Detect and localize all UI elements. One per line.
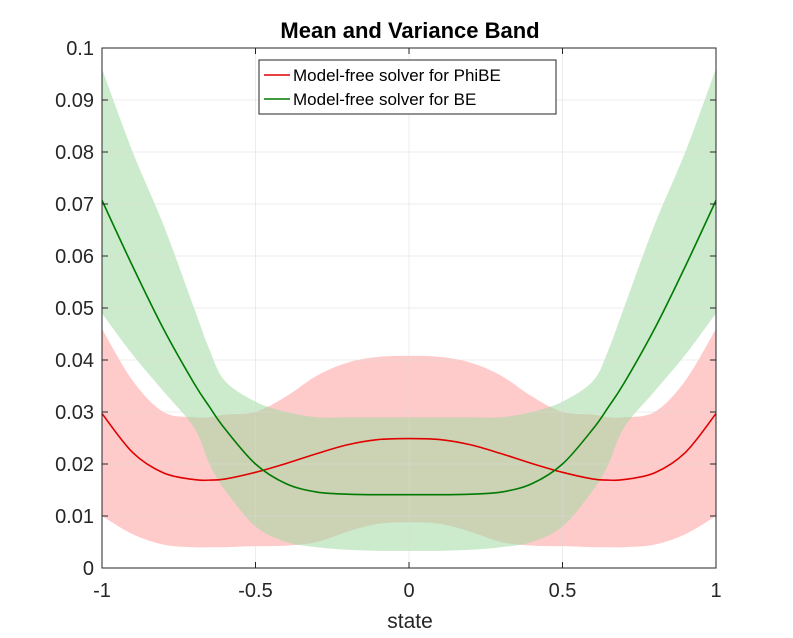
y-tick-label: 0.04 [55, 350, 94, 372]
mean-line-phibe [101, 413, 717, 482]
y-tick-label: 0.05 [55, 298, 94, 320]
x-tick-label: 0 [403, 580, 414, 602]
y-tick-label: 0.08 [55, 142, 94, 164]
mean-lines [101, 200, 717, 496]
y-tick-label: 0.01 [55, 506, 94, 528]
y-tick-label: 0.07 [55, 194, 94, 216]
x-axis-label: state [387, 610, 433, 633]
y-tick-label: 0.03 [55, 402, 94, 424]
x-tick-label: 1 [710, 580, 721, 602]
legend-label-be: Model-free solver for BE [293, 90, 476, 109]
y-tick-label: 0.02 [55, 454, 94, 476]
chart-title: Mean and Variance Band [280, 18, 539, 43]
x-axis-ticks: -1 -0.5 0 0.5 1 [93, 48, 722, 602]
mean-line-be [101, 200, 717, 496]
x-tick-label: -1 [93, 580, 111, 602]
x-tick-label: -0.5 [238, 580, 272, 602]
y-tick-label: 0.09 [55, 90, 94, 112]
y-tick-label: 0.06 [55, 246, 94, 268]
x-tick-label: 0.5 [549, 580, 577, 602]
y-tick-label: 0.1 [66, 38, 94, 60]
y-tick-label: 0 [83, 558, 94, 580]
y-axis-ticks: 0 0.01 0.02 0.03 0.04 0.05 0.06 0.07 0.08 0.09 0.1 [55, 38, 716, 580]
legend-label-phibe: Model-free solver for PhiBE [293, 66, 501, 85]
legend-box [258, 59, 557, 115]
legend: Model-free solver for PhiBE Model-free s… [258, 59, 557, 115]
